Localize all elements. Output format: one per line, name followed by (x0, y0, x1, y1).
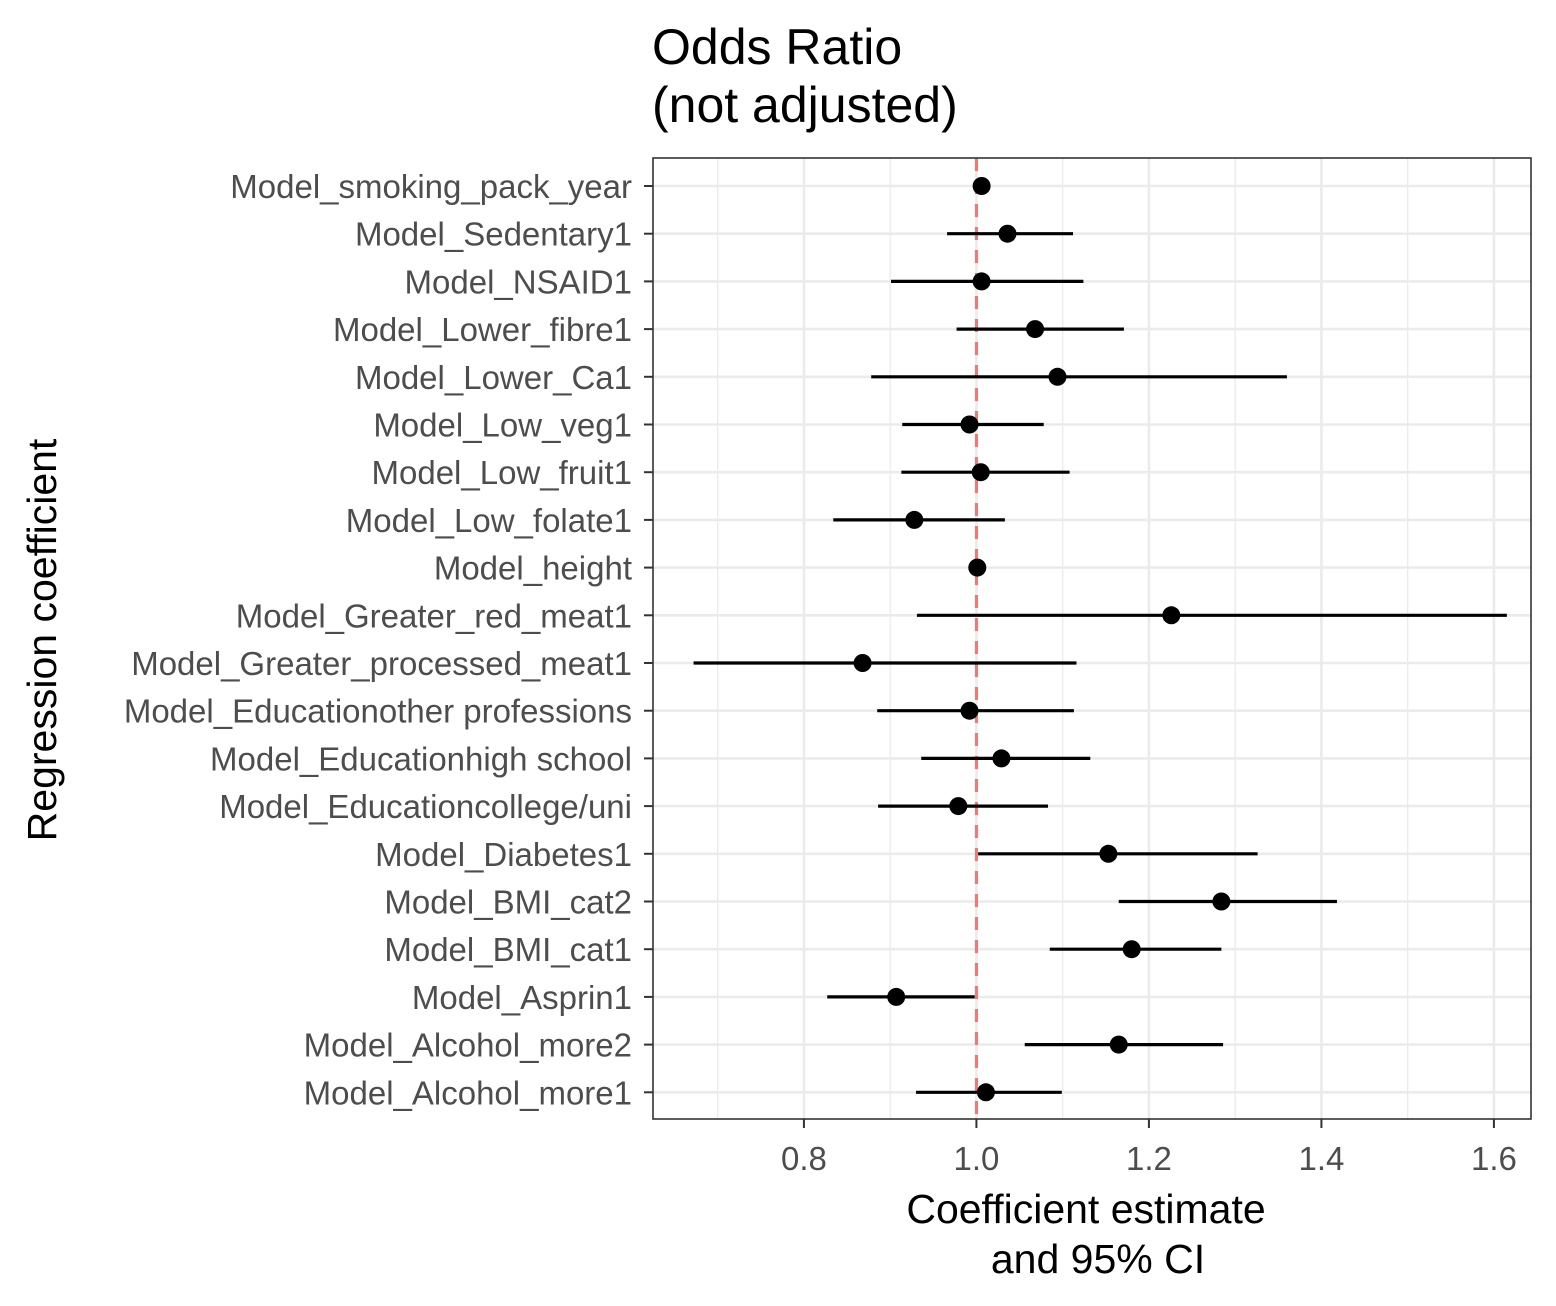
x-tick-label-0: 0.8 (781, 1140, 827, 1177)
plot-panel-border (652, 157, 1532, 1120)
y-tick-label-17: Model_Asprin1 (412, 979, 632, 1016)
estimate-point-7 (905, 510, 924, 529)
estimate-point-8 (968, 558, 987, 577)
estimate-point-19 (976, 1083, 995, 1102)
estimate-point-5 (960, 415, 979, 434)
estimate-point-14 (1099, 844, 1118, 863)
x-tick-label-3: 1.4 (1298, 1140, 1344, 1177)
y-axis-title: Regression coefficient (19, 438, 65, 841)
y-tick-label-13: Model_Educationcollege/uni (219, 788, 632, 825)
x-axis-title-line-2: and 95% CI (991, 1236, 1205, 1282)
estimate-point-17 (887, 987, 906, 1006)
y-tick-label-19: Model_Alcohol_more1 (304, 1074, 632, 1111)
estimate-point-16 (1122, 940, 1141, 959)
x-tick-label-4: 1.6 (1471, 1140, 1517, 1177)
chart-title: Odds Ratio (not adjusted) (652, 19, 958, 133)
estimate-point-0 (972, 177, 991, 195)
y-tick-label-15: Model_BMI_cat2 (384, 884, 632, 921)
x-axis-title-line-1: Coefficient estimate (906, 1186, 1265, 1232)
x-axis: 0.8 1.0 1.2 1.4 1.6 (781, 1119, 1517, 1177)
y-tick-label-2: Model_NSAID1 (405, 263, 632, 300)
y-tick-label-6: Model_Low_fruit1 (372, 454, 633, 491)
y-tick-label-1: Model_Sedentary1 (355, 216, 632, 253)
x-tick-label-2: 1.2 (1126, 1140, 1172, 1177)
estimate-point-10 (853, 654, 872, 672)
estimate-point-15 (1212, 892, 1231, 911)
y-axis: Model_smoking_pack_year Model_Sedentary1 M… (124, 168, 653, 1111)
y-tick-label-5: Model_Low_veg1 (373, 407, 632, 444)
estimate-point-6 (971, 463, 990, 482)
y-tick-label-16: Model_BMI_cat1 (384, 931, 632, 968)
estimate-point-9 (1162, 606, 1181, 625)
estimate-point-18 (1109, 1035, 1128, 1054)
y-tick-label-3: Model_Lower_fibre1 (333, 311, 632, 348)
estimate-point-2 (972, 272, 991, 291)
y-tick-label-9: Model_Greater_red_meat1 (236, 597, 632, 634)
minor-gridlines (717, 158, 1409, 1119)
y-tick-label-4: Model_Lower_Ca1 (355, 359, 632, 396)
plot-panel (653, 158, 1531, 1119)
chart-title-line-1: Odds Ratio (652, 19, 902, 75)
estimate-point-11 (960, 701, 979, 720)
estimate-point-4 (1048, 367, 1067, 386)
chart-title-line-2: (not adjusted) (652, 77, 958, 133)
estimate-point-13 (949, 797, 968, 816)
y-tick-label-0: Model_smoking_pack_year (230, 168, 632, 205)
y-tick-label-11: Model_Educationother professions (124, 693, 632, 730)
x-axis-title: Coefficient estimate and 95% CI (906, 1186, 1265, 1282)
x-tick-label-1: 1.0 (953, 1140, 999, 1177)
y-tick-label-18: Model_Alcohol_more2 (304, 1027, 632, 1064)
estimate-point-3 (1026, 320, 1045, 339)
y-tick-label-14: Model_Diabetes1 (375, 836, 632, 873)
estimate-point-12 (992, 749, 1011, 768)
y-tick-label-7: Model_Low_folate1 (346, 502, 632, 539)
y-tick-label-12: Model_Educationhigh school (210, 740, 632, 777)
data-marks (693, 177, 1507, 1102)
estimate-point-1 (998, 224, 1017, 243)
y-tick-label-10: Model_Greater_processed_meat1 (131, 645, 632, 682)
y-tick-label-8: Model_height (434, 550, 632, 587)
